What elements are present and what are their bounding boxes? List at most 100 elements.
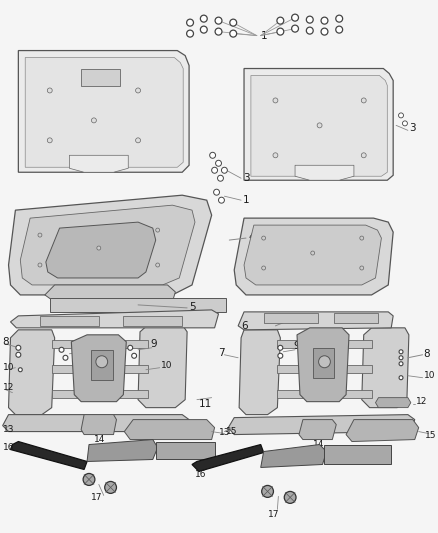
- Circle shape: [292, 14, 298, 21]
- Text: 7: 7: [219, 348, 225, 358]
- Text: 10: 10: [161, 361, 172, 370]
- Text: 15: 15: [424, 431, 436, 440]
- Circle shape: [321, 17, 328, 24]
- Text: 9: 9: [77, 343, 84, 353]
- Polygon shape: [238, 312, 393, 330]
- Bar: [325, 445, 391, 464]
- Circle shape: [318, 356, 330, 368]
- Polygon shape: [18, 51, 189, 172]
- Text: 13: 13: [3, 425, 14, 434]
- Bar: [277, 365, 371, 373]
- Circle shape: [214, 189, 219, 195]
- Circle shape: [360, 266, 364, 270]
- Polygon shape: [20, 205, 195, 285]
- Circle shape: [278, 353, 283, 358]
- Circle shape: [105, 481, 117, 494]
- Text: 3: 3: [409, 123, 416, 133]
- Text: 14: 14: [94, 435, 105, 444]
- Circle shape: [187, 30, 194, 37]
- Circle shape: [306, 16, 313, 23]
- Text: 11: 11: [199, 399, 212, 409]
- Text: 13: 13: [219, 428, 230, 437]
- Circle shape: [96, 356, 108, 368]
- Circle shape: [360, 236, 364, 240]
- Text: 2: 2: [308, 91, 314, 100]
- Circle shape: [311, 251, 314, 255]
- Circle shape: [399, 350, 403, 354]
- Bar: [124, 316, 182, 326]
- Polygon shape: [297, 328, 349, 402]
- Text: 6: 6: [241, 321, 248, 331]
- Circle shape: [38, 233, 42, 237]
- Polygon shape: [9, 330, 55, 415]
- Bar: [40, 316, 99, 326]
- Polygon shape: [295, 165, 354, 180]
- Circle shape: [156, 228, 159, 232]
- Circle shape: [187, 19, 194, 26]
- Circle shape: [83, 473, 95, 486]
- Circle shape: [361, 153, 366, 158]
- Polygon shape: [244, 69, 393, 180]
- Circle shape: [317, 123, 322, 128]
- Polygon shape: [124, 419, 215, 440]
- Circle shape: [38, 263, 42, 267]
- Circle shape: [59, 348, 64, 352]
- Polygon shape: [87, 440, 158, 462]
- Text: 5: 5: [189, 302, 196, 312]
- Circle shape: [132, 353, 137, 358]
- Circle shape: [136, 138, 141, 143]
- Bar: [264, 313, 318, 323]
- Circle shape: [273, 98, 278, 103]
- Circle shape: [403, 121, 407, 126]
- Polygon shape: [11, 441, 87, 470]
- Circle shape: [16, 352, 21, 357]
- Circle shape: [219, 197, 224, 203]
- Text: 3: 3: [243, 173, 250, 183]
- Bar: [91, 350, 113, 379]
- Text: 16: 16: [195, 470, 206, 479]
- Circle shape: [47, 88, 52, 93]
- Circle shape: [212, 167, 218, 173]
- Circle shape: [261, 486, 273, 497]
- Polygon shape: [192, 445, 264, 472]
- Circle shape: [399, 376, 403, 379]
- Circle shape: [230, 19, 237, 26]
- Bar: [52, 340, 148, 348]
- Circle shape: [18, 368, 22, 372]
- Circle shape: [16, 345, 21, 350]
- Polygon shape: [138, 325, 187, 408]
- Polygon shape: [375, 398, 411, 408]
- Text: 8: 8: [3, 337, 9, 347]
- Text: 10: 10: [424, 371, 435, 380]
- Polygon shape: [81, 415, 117, 434]
- Bar: [52, 365, 148, 373]
- Text: 15: 15: [226, 427, 238, 436]
- Polygon shape: [234, 218, 393, 295]
- Text: 1: 1: [243, 195, 250, 205]
- Polygon shape: [3, 415, 189, 432]
- Bar: [52, 390, 148, 398]
- Polygon shape: [46, 222, 156, 278]
- Polygon shape: [251, 76, 387, 176]
- Circle shape: [215, 160, 222, 166]
- Circle shape: [200, 26, 207, 33]
- Polygon shape: [261, 445, 326, 467]
- Polygon shape: [11, 310, 219, 328]
- Circle shape: [261, 236, 265, 240]
- Text: 9: 9: [151, 339, 157, 349]
- Circle shape: [277, 28, 284, 35]
- Circle shape: [222, 167, 227, 173]
- Circle shape: [284, 491, 296, 503]
- Bar: [277, 390, 371, 398]
- Text: 12: 12: [3, 383, 14, 392]
- Circle shape: [218, 175, 223, 181]
- Text: 16: 16: [3, 443, 14, 452]
- Circle shape: [97, 246, 101, 250]
- Circle shape: [399, 362, 403, 366]
- Circle shape: [273, 153, 278, 158]
- Polygon shape: [69, 155, 128, 172]
- Circle shape: [63, 356, 68, 360]
- Circle shape: [215, 17, 222, 24]
- Text: 17: 17: [268, 510, 279, 519]
- Polygon shape: [228, 415, 415, 434]
